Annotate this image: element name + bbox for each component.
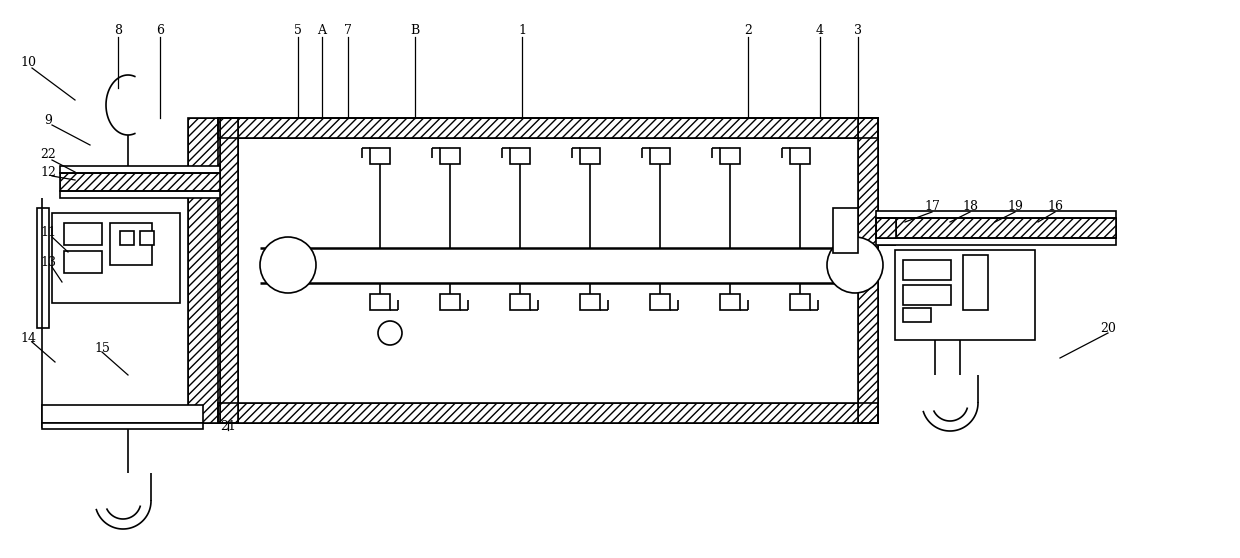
Bar bbox=[60, 166, 219, 173]
Bar bbox=[110, 223, 153, 265]
Text: 12: 12 bbox=[40, 166, 56, 179]
Bar bbox=[580, 148, 600, 164]
Text: A: A bbox=[317, 23, 326, 36]
Text: 17: 17 bbox=[924, 200, 940, 213]
Text: 4: 4 bbox=[816, 23, 825, 36]
Circle shape bbox=[260, 237, 316, 293]
Bar bbox=[218, 403, 878, 423]
Bar bbox=[510, 148, 529, 164]
Bar bbox=[370, 148, 391, 164]
Bar bbox=[510, 294, 529, 310]
Text: 11: 11 bbox=[40, 225, 56, 238]
Text: 5: 5 bbox=[294, 23, 301, 36]
Bar bbox=[188, 118, 219, 423]
Bar bbox=[52, 213, 180, 303]
Text: B: B bbox=[410, 23, 419, 36]
Bar bbox=[963, 255, 988, 310]
Bar bbox=[875, 211, 1116, 218]
Bar bbox=[218, 118, 878, 138]
Bar bbox=[875, 238, 1116, 245]
Bar bbox=[875, 218, 897, 238]
Bar bbox=[37, 208, 50, 328]
Bar bbox=[858, 118, 878, 423]
Bar bbox=[440, 148, 460, 164]
Bar bbox=[140, 231, 154, 245]
Bar bbox=[833, 208, 858, 253]
Text: 21: 21 bbox=[219, 420, 236, 432]
Bar bbox=[650, 294, 670, 310]
Text: 8: 8 bbox=[114, 23, 122, 36]
Text: 19: 19 bbox=[1007, 200, 1023, 213]
Bar bbox=[580, 294, 600, 310]
Bar bbox=[895, 250, 1035, 340]
Text: 13: 13 bbox=[40, 256, 56, 268]
Bar bbox=[875, 218, 1116, 238]
Text: 7: 7 bbox=[343, 23, 352, 36]
Bar bbox=[875, 218, 897, 238]
Bar bbox=[218, 403, 878, 423]
Bar bbox=[60, 173, 219, 191]
Bar bbox=[858, 118, 878, 423]
Bar bbox=[903, 308, 931, 322]
Bar bbox=[64, 223, 102, 245]
Bar bbox=[720, 148, 740, 164]
Text: 22: 22 bbox=[40, 148, 56, 161]
Bar bbox=[42, 423, 203, 429]
Text: 9: 9 bbox=[45, 113, 52, 127]
Bar bbox=[440, 294, 460, 310]
Bar bbox=[120, 231, 134, 245]
Text: 2: 2 bbox=[744, 23, 751, 36]
Text: 14: 14 bbox=[20, 331, 36, 344]
Bar bbox=[903, 260, 951, 280]
Text: 15: 15 bbox=[94, 341, 110, 354]
Text: 10: 10 bbox=[20, 55, 36, 69]
Text: 3: 3 bbox=[854, 23, 862, 36]
Bar bbox=[218, 118, 238, 423]
Bar bbox=[218, 118, 878, 138]
Text: 20: 20 bbox=[1100, 321, 1116, 334]
Text: 18: 18 bbox=[962, 200, 978, 213]
Bar bbox=[238, 138, 858, 403]
Circle shape bbox=[827, 237, 883, 293]
Text: 16: 16 bbox=[1047, 200, 1063, 213]
Text: 1: 1 bbox=[518, 23, 526, 36]
Text: 6: 6 bbox=[156, 23, 164, 36]
Bar bbox=[64, 251, 102, 273]
Bar bbox=[218, 118, 238, 423]
Bar bbox=[60, 173, 219, 191]
Bar bbox=[42, 405, 203, 423]
Bar bbox=[188, 118, 219, 423]
Bar bbox=[60, 191, 219, 198]
Bar bbox=[790, 148, 810, 164]
Bar bbox=[790, 294, 810, 310]
Circle shape bbox=[378, 321, 402, 345]
Bar bbox=[720, 294, 740, 310]
Bar bbox=[370, 294, 391, 310]
Bar bbox=[218, 118, 878, 423]
Bar bbox=[903, 285, 951, 305]
Bar bbox=[650, 148, 670, 164]
Bar bbox=[875, 218, 1116, 238]
